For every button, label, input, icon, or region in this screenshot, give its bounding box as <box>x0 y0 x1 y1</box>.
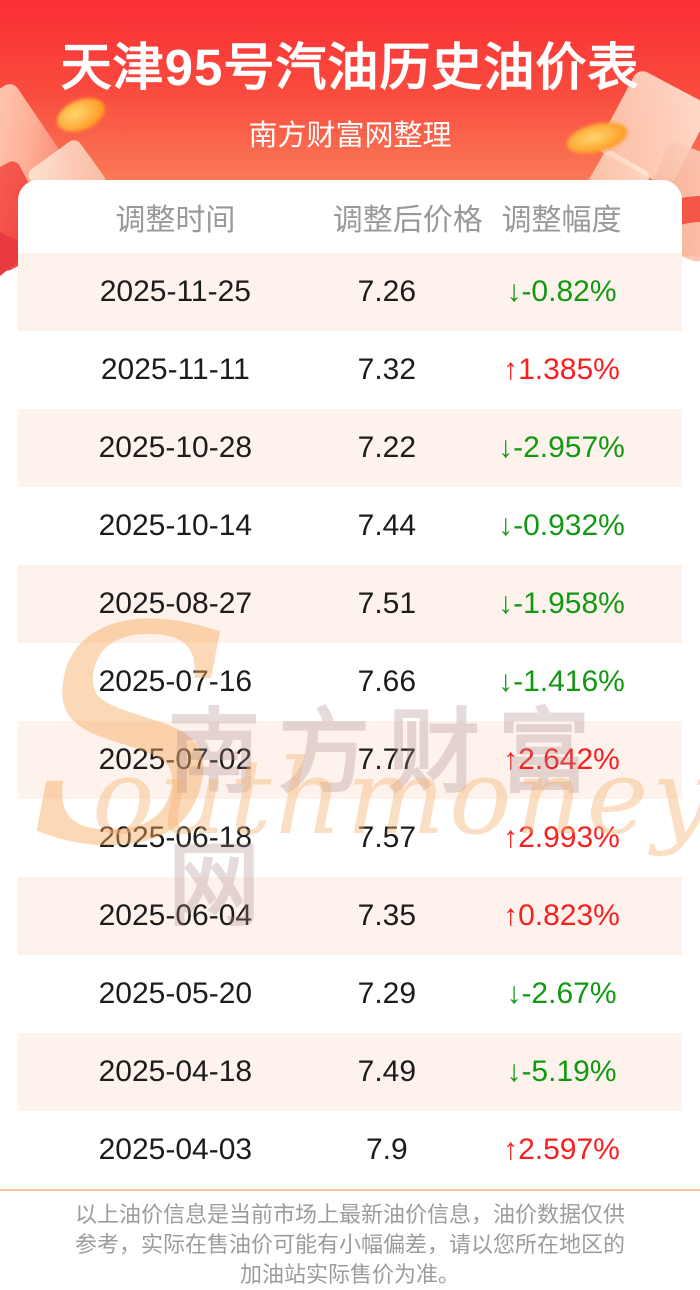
table-row: 2025-06-04 7.35 ↑0.823% <box>18 877 682 955</box>
date-cell: 2025-11-11 <box>100 353 250 386</box>
price-cell: 7.35 <box>357 899 417 932</box>
column-header-change: 调整幅度 <box>501 203 622 237</box>
change-cell: ↓-0.932% <box>441 509 682 543</box>
change-cell: ↑2.993% <box>441 821 682 855</box>
change-cell: ↓-2.957% <box>441 431 682 465</box>
table-row: 2025-05-20 7.29 ↓-2.67% <box>18 955 682 1033</box>
price-cell: 7.66 <box>357 665 417 698</box>
date-cell: 2025-06-18 <box>98 821 253 854</box>
price-cell: 7.32 <box>357 353 417 386</box>
table-rows: 2025-11-25 7.26 ↓-0.82% 2025-11-11 7.32 ↑1.38… <box>18 253 682 1189</box>
table-row: 2025-11-11 7.32 ↑1.385% <box>18 331 682 409</box>
footer-disclaimer: 以上油价信息是当前市场上最新油价信息，油价数据仅供 参考，实际在售油价可能有小幅… <box>0 1200 700 1290</box>
price-cell: 7.49 <box>357 1055 417 1088</box>
date-cell: 2025-10-14 <box>98 509 253 542</box>
change-cell: ↓-1.958% <box>441 587 682 621</box>
change-value: -1.416% <box>513 665 625 698</box>
price-cell: 7.44 <box>357 509 417 542</box>
down-arrow-icon: ↓ <box>498 509 514 542</box>
down-arrow-icon: ↓ <box>498 431 514 464</box>
price-cell: 7.22 <box>357 431 417 464</box>
down-arrow-icon: ↓ <box>506 977 522 1010</box>
table-row: 2025-06-18 7.57 ↑2.993% <box>18 799 682 877</box>
date-cell: 2025-04-18 <box>98 1055 253 1088</box>
down-arrow-icon: ↓ <box>498 587 514 620</box>
table-row: 2025-04-18 7.49 ↓-5.19% <box>18 1033 682 1111</box>
price-table-card: 调整时间 调整后价格 调整幅度 2025-11-25 7.26 ↓-0.82% 202… <box>18 180 682 1189</box>
change-value: 2.597% <box>518 1133 620 1166</box>
change-cell: ↓-0.82% <box>441 275 682 309</box>
price-cell: 7.9 <box>365 1133 408 1166</box>
change-cell: ↑2.642% <box>441 743 682 777</box>
change-value: -1.958% <box>513 587 625 620</box>
down-arrow-icon: ↓ <box>498 665 514 698</box>
change-cell: ↑2.597% <box>441 1133 682 1167</box>
change-value: 0.823% <box>518 899 620 932</box>
price-cell: 7.29 <box>357 977 417 1010</box>
price-cell: 7.51 <box>357 587 417 620</box>
table-row: 2025-07-02 7.77 ↑2.642% <box>18 721 682 799</box>
table-row: 2025-10-14 7.44 ↓-0.932% <box>18 487 682 565</box>
column-header-price: 调整后价格 <box>332 203 483 237</box>
change-cell: ↑1.385% <box>441 353 682 387</box>
change-value: -5.19% <box>521 1055 617 1088</box>
change-value: 1.385% <box>518 353 620 386</box>
date-cell: 2025-07-16 <box>98 665 253 698</box>
down-arrow-icon: ↓ <box>506 275 522 308</box>
change-value: 2.642% <box>518 743 620 776</box>
up-arrow-icon: ↑ <box>503 821 519 854</box>
date-cell: 2025-05-20 <box>98 977 253 1010</box>
date-cell: 2025-11-25 <box>99 275 251 308</box>
page-subtitle: 南方财富网整理 <box>248 120 452 152</box>
change-cell: ↓-1.416% <box>441 665 682 699</box>
change-cell: ↑0.823% <box>441 899 682 933</box>
footer-line: 参考，实际在售油价可能有小幅偏差，请以您所在地区的 <box>74 1232 625 1257</box>
table-row: 2025-10-28 7.22 ↓-2.957% <box>18 409 682 487</box>
change-value: -2.67% <box>521 977 617 1010</box>
column-header-date: 调整时间 <box>115 203 236 237</box>
up-arrow-icon: ↑ <box>503 743 519 776</box>
date-cell: 2025-04-03 <box>98 1133 253 1166</box>
table-header-row: 调整时间 调整后价格 调整幅度 <box>18 180 682 253</box>
change-value: -2.957% <box>513 431 625 464</box>
date-cell: 2025-07-02 <box>98 743 253 776</box>
table-row: 2025-08-27 7.51 ↓-1.958% <box>18 565 682 643</box>
change-cell: ↓-2.67% <box>441 977 682 1011</box>
down-arrow-icon: ↓ <box>506 1055 522 1088</box>
date-cell: 2025-10-28 <box>98 431 253 464</box>
table-row: 2025-11-25 7.26 ↓-0.82% <box>18 253 682 331</box>
up-arrow-icon: ↑ <box>503 353 519 386</box>
change-value: 2.993% <box>518 821 620 854</box>
footer-line: 以上油价信息是当前市场上最新油价信息，油价数据仅供 <box>74 1202 625 1227</box>
up-arrow-icon: ↑ <box>503 899 519 932</box>
up-arrow-icon: ↑ <box>503 1133 519 1166</box>
change-value: -0.932% <box>513 509 625 542</box>
price-cell: 7.77 <box>357 743 417 776</box>
table-row: 2025-04-03 7.9 ↑2.597% <box>18 1111 682 1189</box>
date-cell: 2025-08-27 <box>98 587 253 620</box>
page-title: 天津95号汽油历史油价表 <box>60 39 640 96</box>
change-cell: ↓-5.19% <box>441 1055 682 1089</box>
price-cell: 7.57 <box>357 821 417 854</box>
price-cell: 7.26 <box>357 275 417 308</box>
footer-line: 加油站实际售价为准。 <box>239 1262 460 1287</box>
footer-divider <box>0 1189 700 1191</box>
change-value: -0.82% <box>521 275 617 308</box>
date-cell: 2025-06-04 <box>98 899 253 932</box>
table-row: 2025-07-16 7.66 ↓-1.416% <box>18 643 682 721</box>
